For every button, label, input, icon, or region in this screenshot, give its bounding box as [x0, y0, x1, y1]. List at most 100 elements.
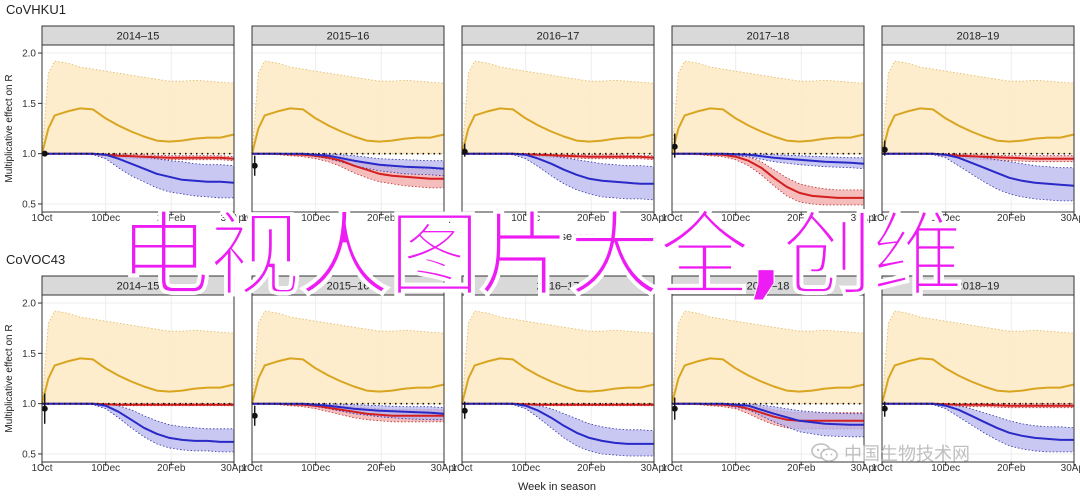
blue-ci-lower-edge	[42, 153, 234, 199]
red-ci-upper-edge	[42, 153, 235, 158]
x-tick-label: 20Feb	[577, 463, 606, 474]
blue-ci-lower-edge	[252, 153, 445, 177]
yellow-series-line	[671, 357, 865, 404]
yellow-ci-band	[42, 311, 234, 404]
wechat-icon	[811, 443, 838, 462]
x-tick-label: 20Feb	[787, 463, 816, 474]
blue-ci-lower-edge	[462, 153, 655, 201]
yellow-series-line	[461, 107, 655, 154]
facet-panel: 2018–19 1Oct 10Dec 20Feb 30Apr	[871, 25, 1080, 224]
y-tick-label: 1.5	[22, 349, 36, 360]
x-tick-label: 30Apr	[641, 213, 668, 224]
yellow-ci-upper-edge	[251, 310, 445, 404]
panel-border	[881, 44, 1075, 213]
blue-ci-band	[672, 153, 864, 169]
start-point	[41, 405, 48, 412]
yellow-series-line	[41, 357, 235, 404]
y-tick-label: 1.5	[22, 99, 36, 110]
x-tick-label: 30Apr	[221, 463, 248, 474]
x-tick-label: 10Dec	[931, 463, 960, 474]
facet-strip-label: 2018–19	[957, 31, 1000, 43]
panel-border	[251, 294, 445, 463]
facet-strip-label: 2018–19	[957, 281, 1000, 293]
yellow-ci-band	[672, 311, 864, 404]
blue-series-line	[462, 152, 654, 185]
panel-border	[461, 44, 655, 213]
x-tick-label: 20Feb	[367, 213, 396, 224]
yellow-series-line	[251, 357, 445, 404]
yellow-ci-upper-edge	[41, 60, 235, 154]
start-point	[881, 405, 888, 412]
y-tick-label: 1.0	[22, 399, 36, 410]
facet-strip-label: 2016–17	[537, 31, 580, 43]
x-tick-label: 1Oct	[31, 213, 52, 224]
x-tick-label: 1Oct	[31, 463, 52, 474]
x-tick-label: 30Apr	[1061, 213, 1080, 224]
yellow-series-line	[881, 107, 1075, 154]
yellow-ci-upper-edge	[461, 60, 655, 154]
yellow-ci-band	[882, 61, 1074, 154]
x-tick-label: 10Dec	[91, 463, 120, 474]
start-point	[671, 405, 678, 412]
y-tick-label: 1.0	[22, 149, 36, 160]
yellow-ci-band	[462, 311, 654, 404]
panel-border	[461, 294, 655, 463]
yellow-ci-band	[672, 61, 864, 154]
x-tick-label: 10Dec	[721, 213, 750, 224]
x-tick-label: 20Feb	[997, 463, 1026, 474]
yellow-ci-upper-edge	[461, 310, 655, 404]
red-ci-lower-edge	[671, 153, 864, 206]
blue-ci-upper-edge	[672, 403, 864, 415]
y-axis-label: Multiplicative effect on R	[4, 324, 15, 432]
blue-series-line	[42, 402, 234, 443]
blue-series-line	[882, 402, 1074, 441]
x-tick-label: 30Apr	[431, 463, 458, 474]
x-tick-label: 10Dec	[721, 463, 750, 474]
blue-series-line	[42, 152, 235, 184]
blue-ci-band	[252, 153, 444, 176]
blue-ci-band	[882, 403, 1074, 452]
x-tick-label: 30Apr	[431, 213, 458, 224]
red-ci-lower-edge	[882, 403, 1074, 409]
facet-strip-label: 2017–18	[747, 31, 790, 43]
x-tick-label: 1Oct	[871, 213, 892, 224]
facet-panel: 2018–19 1Oct 10Dec 20Feb 30Apr	[871, 275, 1080, 474]
y-tick-label: 0.5	[22, 449, 36, 460]
facet-panel: 2017–18 1Oct 10Dec 20Feb 30Apr	[661, 275, 878, 474]
yellow-ci-band	[42, 61, 234, 154]
yellow-ci-upper-edge	[41, 310, 235, 404]
x-tick-label: 20Feb	[787, 213, 816, 224]
panel-border	[41, 44, 235, 213]
yellow-ci-band	[252, 311, 444, 404]
blue-ci-upper-edge	[252, 403, 445, 409]
start-point	[671, 143, 678, 150]
watermark-text: 中国生物技术网	[844, 444, 970, 465]
x-tick-label: 30Apr	[851, 463, 878, 474]
x-axis-label: Week in season	[518, 231, 596, 243]
x-tick-label: 20Feb	[997, 213, 1026, 224]
yellow-series-line	[251, 107, 445, 154]
x-tick-label: 1Oct	[241, 463, 262, 474]
x-tick-label: 20Feb	[157, 213, 186, 224]
x-tick-label: 10Dec	[511, 463, 540, 474]
x-tick-label: 30Apr	[641, 463, 668, 474]
start-point	[461, 148, 468, 155]
yellow-ci-band	[882, 311, 1074, 404]
chart-title: CoVOC43	[6, 252, 65, 267]
facet-strip-label: 2014–15	[117, 281, 160, 293]
facet-strip-label: 2017–18	[747, 281, 790, 293]
facet-panel: 2014–15 1Oct 10Dec 20Feb 30Apr 0.5 1.0 1.5 2.0	[22, 275, 248, 474]
y-tick-label: 0.5	[22, 199, 36, 210]
panel-border	[41, 294, 235, 463]
blue-ci-band	[462, 153, 654, 200]
x-tick-label: 1Oct	[451, 463, 472, 474]
blue-ci-lower-edge	[252, 403, 444, 421]
panel-border	[251, 44, 445, 213]
start-point	[251, 412, 258, 419]
blue-ci-upper-edge	[672, 153, 864, 159]
facet-panel: 2017–18 1Oct 10Dec 20Feb 30Apr	[661, 25, 878, 224]
x-tick-label: 10Dec	[301, 213, 330, 224]
yellow-series-line	[881, 357, 1075, 404]
x-tick-label: 10Dec	[511, 213, 540, 224]
